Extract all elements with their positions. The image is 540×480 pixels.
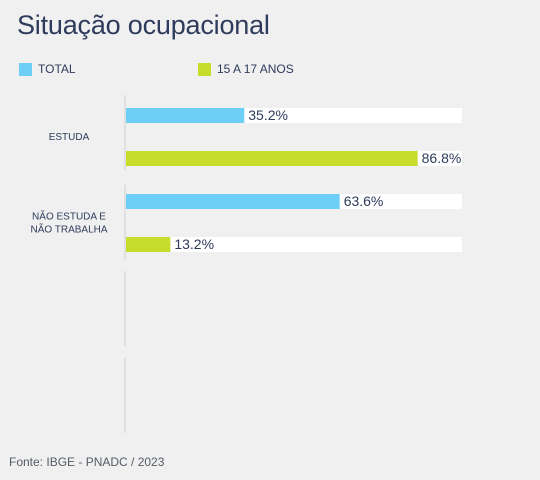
bar-0-1 <box>126 151 418 166</box>
legend-item-15-17[interactable]: 15 A 17 ANOS <box>198 62 294 76</box>
bar-chart: ESTUDA 35.2% 86.8% NÃO ESTUDA E NÃO TRABALHA… <box>30 95 462 433</box>
bar-1-0 <box>126 194 340 209</box>
data-label-1-1: 13.2% <box>174 236 214 252</box>
legend-swatch-15-17 <box>198 62 211 76</box>
chart-title: Situação ocupacional <box>17 10 270 40</box>
data-label-0-0: 35.2% <box>248 107 288 123</box>
category-label-0: ESTUDA <box>49 132 90 143</box>
legend-label-total: TOTAL <box>38 62 76 76</box>
legend: TOTAL 15 A 17 ANOS <box>0 62 540 80</box>
source-note: Fonte: IBGE - PNADC / 2023 <box>9 455 165 469</box>
legend-label-15-17: 15 A 17 ANOS <box>217 62 294 76</box>
data-label-0-1: 86.8% <box>422 150 462 166</box>
legend-item-total[interactable]: TOTAL <box>19 62 76 76</box>
category-label-1: NÃO ESTUDA E NÃO TRABALHA <box>30 210 107 236</box>
bar-0-0 <box>126 108 245 123</box>
legend-swatch-total <box>19 62 32 76</box>
bar-track-1-1 <box>126 237 462 252</box>
data-label-1-0: 63.6% <box>344 193 384 209</box>
bar-1-1 <box>126 237 171 252</box>
